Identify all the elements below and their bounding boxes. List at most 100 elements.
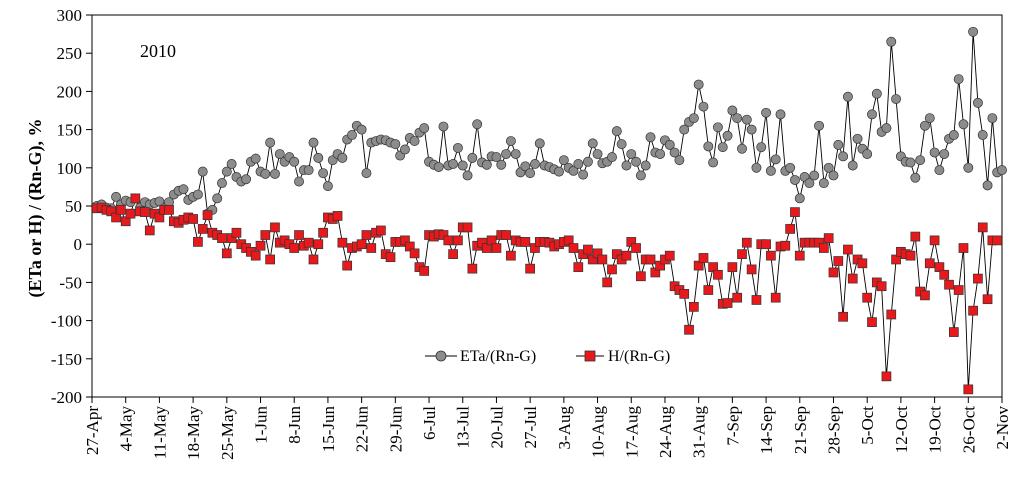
h-point	[949, 327, 959, 337]
eta-point	[693, 79, 704, 90]
legend-h-label: H/(Rn-G)	[608, 348, 670, 365]
eta-point	[217, 178, 227, 189]
h-point	[607, 264, 617, 275]
eta-point	[265, 137, 276, 148]
eta-point	[987, 113, 998, 124]
h-point	[828, 267, 839, 278]
x-tick-label: 2-Nov	[993, 406, 1012, 450]
x-tick-label: 29-Jun	[386, 406, 405, 453]
plot-border	[91, 14, 1003, 398]
x-tick-label: 19-Oct	[926, 406, 945, 453]
eta-point	[337, 152, 348, 163]
h-point	[602, 277, 613, 288]
h-point	[506, 250, 516, 261]
legend: ETa/(Rn-G) H/(Rn-G)	[425, 348, 670, 365]
h-point	[250, 250, 261, 261]
h-point	[963, 384, 974, 395]
h-point	[409, 248, 420, 259]
eta-point	[727, 105, 738, 116]
h-point	[231, 227, 242, 238]
eta-point	[197, 166, 208, 177]
eta-point	[910, 172, 921, 183]
x-tick-label: 28-Sep	[824, 406, 843, 454]
eta-point	[924, 113, 935, 124]
eta-point	[289, 156, 300, 167]
h-point	[385, 252, 396, 263]
h-point	[920, 290, 930, 301]
eta-point	[737, 143, 747, 154]
x-tick-label: 6-Jul	[420, 406, 439, 440]
eta-point	[192, 189, 203, 200]
eta-point	[953, 74, 964, 85]
h-point	[361, 230, 372, 240]
eta-point	[616, 139, 627, 150]
h-point	[202, 210, 213, 221]
eta-point	[530, 159, 540, 169]
series-layer	[91, 26, 1007, 395]
y-tick-label: 0	[74, 235, 83, 254]
x-tick-label: 12-Oct	[892, 406, 911, 453]
h-point	[294, 230, 304, 240]
y-tick-label: -50	[59, 273, 82, 292]
h-point	[968, 305, 978, 316]
h-point	[491, 243, 502, 253]
h-point	[376, 225, 386, 236]
h-point	[713, 269, 723, 280]
legend-h-marker	[584, 350, 596, 362]
eta-point	[221, 166, 232, 177]
h-point	[698, 253, 709, 263]
eta-point	[645, 132, 656, 143]
eta-point	[212, 193, 223, 204]
eta-series-line	[96, 31, 1003, 215]
x-tick-label: 10-Aug	[589, 406, 608, 458]
eta-point	[809, 170, 820, 181]
x-tick-label: 14-Sep	[757, 406, 776, 454]
h-point	[780, 240, 791, 251]
eta-point	[467, 152, 478, 163]
eta-point	[881, 123, 892, 134]
x-tick-label: 18-May	[184, 406, 203, 460]
eta-point	[361, 168, 372, 179]
h-point	[794, 250, 805, 261]
h-point	[819, 243, 829, 253]
x-tick-label: 27-Apr	[83, 406, 102, 455]
eta-point	[501, 149, 512, 159]
eta-point	[274, 149, 285, 159]
h-point	[977, 222, 988, 233]
eta-point	[688, 113, 699, 124]
x-tick-label: 22-Jun	[353, 406, 372, 453]
h-point	[847, 273, 858, 284]
eta-point	[505, 136, 516, 147]
x-tick-label: 3-Aug	[555, 406, 574, 450]
h-point	[766, 250, 776, 261]
eta-point	[621, 160, 632, 171]
eta-point	[997, 165, 1007, 176]
eta-point	[573, 159, 584, 169]
eta-point	[318, 168, 329, 179]
eta-point	[472, 119, 483, 130]
eta-point	[775, 109, 786, 120]
eta-point	[712, 122, 723, 133]
eta-point	[578, 169, 589, 180]
h-point	[910, 231, 921, 242]
eta-point	[462, 170, 473, 181]
x-tick-label: 4-May	[117, 406, 136, 452]
h-point	[597, 254, 608, 265]
h-point	[645, 254, 656, 265]
h-point	[939, 269, 950, 280]
eta-point	[939, 149, 950, 159]
h-point	[332, 211, 343, 221]
h-point	[308, 254, 319, 265]
h-point	[467, 263, 478, 274]
h-point	[982, 294, 993, 305]
x-tick-label: 25-May	[218, 406, 237, 460]
year-annotation: 2010	[140, 41, 176, 61]
eta-point	[226, 159, 237, 169]
eta-point	[250, 153, 261, 164]
h-point	[573, 262, 584, 272]
x-tick-label: 24-Aug	[656, 406, 675, 458]
legend-eta-marker	[435, 350, 447, 362]
eta-point	[785, 162, 796, 173]
eta-point	[496, 159, 507, 170]
